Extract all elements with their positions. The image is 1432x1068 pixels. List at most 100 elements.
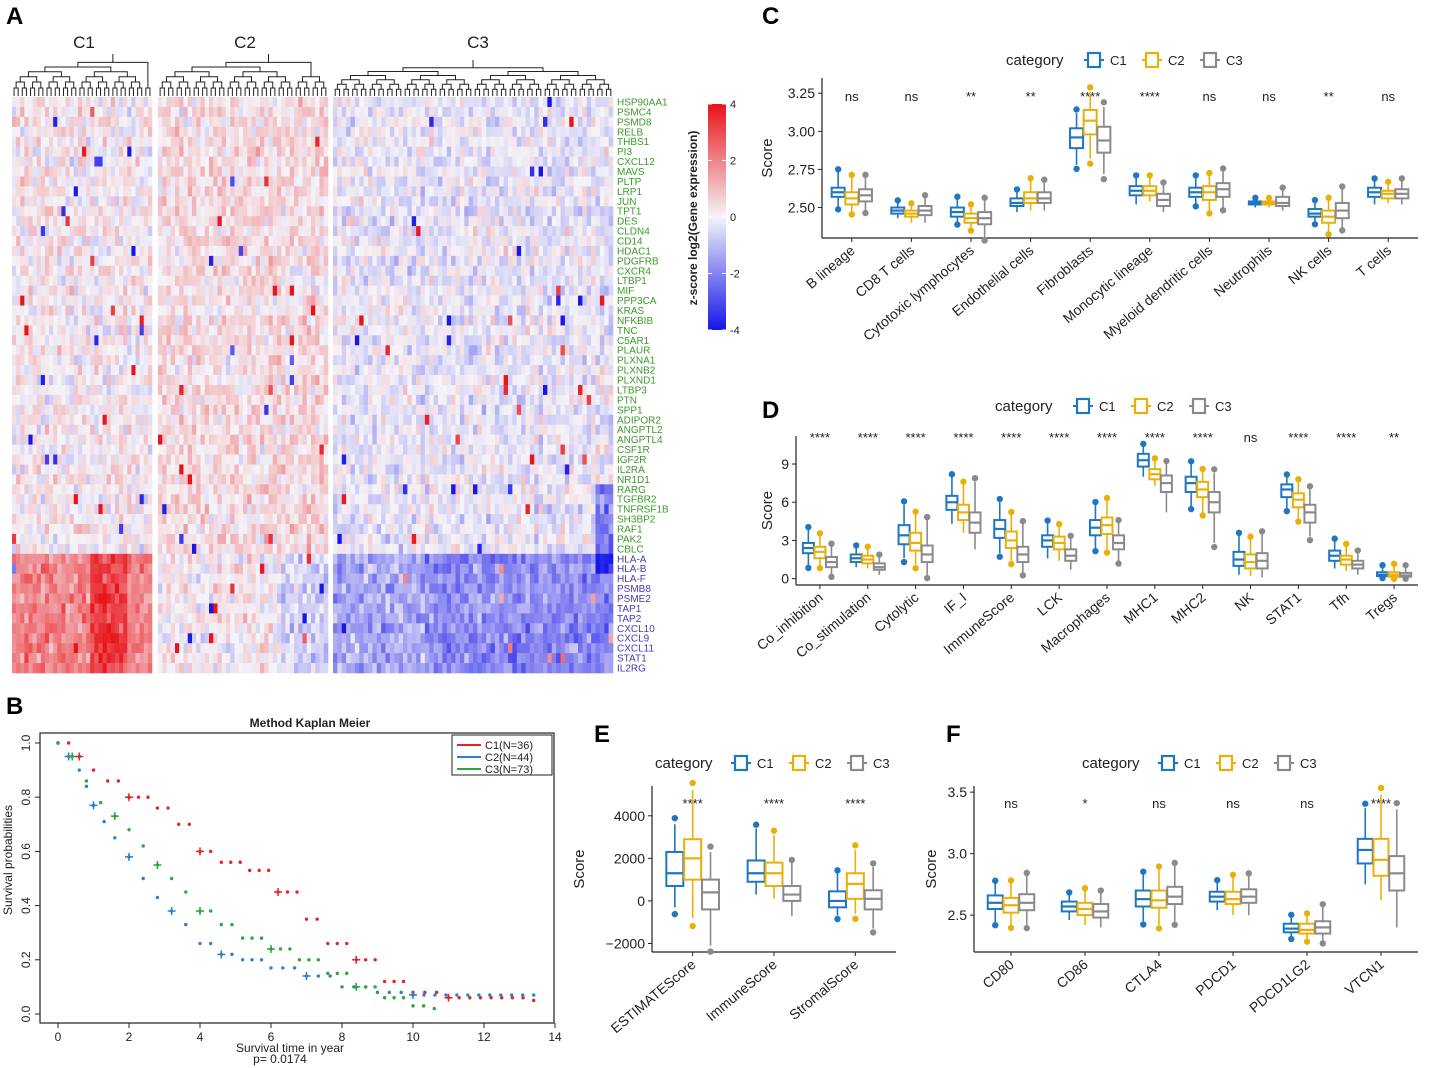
heatmap-cell xyxy=(243,196,248,207)
heatmap-cell xyxy=(187,375,193,386)
heatmap-cell xyxy=(127,295,132,306)
heatmap-cell xyxy=(230,305,235,316)
heatmap-cell xyxy=(420,176,426,187)
heatmap-cell xyxy=(319,196,325,207)
heatmap-cell xyxy=(221,226,227,237)
heatmap-cell xyxy=(319,97,325,108)
heatmap-cell xyxy=(294,285,299,296)
heatmap-cell xyxy=(281,603,286,614)
heatmap-cell xyxy=(82,543,87,555)
heatmap-cell xyxy=(158,355,163,366)
heatmap-cell xyxy=(123,623,128,634)
heatmap-cell xyxy=(73,504,79,515)
heatmap-cell xyxy=(102,653,108,664)
heatmap-cell xyxy=(36,385,42,396)
heatmap-cell xyxy=(217,126,223,138)
heatmap-cell xyxy=(40,464,46,475)
heatmap-cell xyxy=(162,136,167,147)
heatmap-cell xyxy=(289,434,295,445)
dendrogram-branch xyxy=(360,88,367,96)
heatmap-cell xyxy=(12,335,17,346)
heatmap-cell xyxy=(192,603,197,614)
heatmap-cell xyxy=(114,285,120,296)
heatmap-cell xyxy=(106,444,112,455)
heatmap-cell xyxy=(604,136,609,147)
heatmap-cell xyxy=(61,424,66,435)
heatmap-cell xyxy=(40,245,46,257)
heatmap-cell xyxy=(260,504,265,515)
heatmap-cell xyxy=(16,404,21,416)
heatmap-cell xyxy=(20,166,25,177)
heatmap-cell xyxy=(36,484,42,495)
heatmap-cell xyxy=(28,116,33,128)
heatmap-cell xyxy=(481,146,487,157)
heatmap-cell xyxy=(255,285,261,296)
heatmap-cell xyxy=(260,573,265,584)
heatmap-cell xyxy=(69,514,75,525)
heatmap-cell xyxy=(139,285,145,296)
heatmap-cell xyxy=(86,295,91,306)
heatmap-cell xyxy=(315,563,320,574)
heatmap-cell xyxy=(268,593,274,604)
heatmap-cell xyxy=(90,603,95,614)
heatmap-cell xyxy=(226,305,231,316)
heatmap-cell xyxy=(147,97,153,108)
heatmap-cell xyxy=(289,166,295,177)
heatmap-cell xyxy=(16,583,21,594)
heatmap-cell xyxy=(175,464,180,475)
heatmap-cell xyxy=(114,245,120,257)
heatmap-cell xyxy=(213,533,218,545)
heatmap-cell xyxy=(213,116,218,128)
heatmap-cell xyxy=(94,255,99,267)
heatmap-cell xyxy=(183,186,189,197)
heatmap-cell xyxy=(143,136,149,147)
heatmap-cell xyxy=(204,375,210,386)
heatmap-cell xyxy=(158,633,163,644)
heatmap-cell xyxy=(238,623,244,634)
heatmap-cell xyxy=(90,653,95,664)
heatmap-cell xyxy=(264,375,269,386)
heatmap-cell xyxy=(477,156,483,167)
dendrogram-branch xyxy=(193,87,199,96)
heatmap-cell xyxy=(143,325,149,336)
heatmap-cell xyxy=(319,524,325,535)
heatmap-cell xyxy=(281,166,286,177)
heatmap-cell xyxy=(255,563,261,574)
heatmap-cell xyxy=(226,553,231,565)
heatmap-cell xyxy=(73,186,79,197)
heatmap-cell xyxy=(135,365,140,376)
heatmap-cell xyxy=(306,653,312,664)
heatmap-cell xyxy=(69,335,75,346)
heatmap-cell xyxy=(69,653,75,664)
heatmap-cell xyxy=(255,206,261,217)
heatmap-cell xyxy=(24,116,29,128)
heatmap-cell xyxy=(302,533,308,545)
heatmap-cell xyxy=(73,414,79,426)
heatmap-cell xyxy=(175,424,180,435)
heatmap-cell xyxy=(302,484,308,495)
heatmap-cell xyxy=(82,603,87,614)
heatmap-cell xyxy=(209,206,214,217)
heatmap-cell xyxy=(306,414,312,426)
dendrogram-branch xyxy=(376,79,395,85)
heatmap-cell xyxy=(315,414,320,426)
heatmap-cell xyxy=(230,424,235,435)
heatmap-cell xyxy=(94,404,99,416)
heatmap-cell xyxy=(166,236,172,247)
heatmap-cell xyxy=(442,126,448,138)
heatmap-cell xyxy=(213,345,218,356)
heatmap-cell xyxy=(143,494,149,505)
heatmap-cell xyxy=(127,583,132,594)
heatmap-cell xyxy=(209,434,214,445)
heatmap-cell xyxy=(226,255,231,267)
heatmap-cell xyxy=(32,484,38,495)
heatmap-cell xyxy=(226,365,231,376)
heatmap-cell xyxy=(123,394,128,406)
heatmap-cell xyxy=(289,474,295,485)
heatmap-cell xyxy=(260,583,265,594)
heatmap-cell xyxy=(123,404,128,416)
heatmap-cell xyxy=(323,375,329,386)
heatmap-cell xyxy=(389,136,395,147)
heatmap-cell xyxy=(221,97,227,108)
heatmap-cell xyxy=(468,166,474,177)
